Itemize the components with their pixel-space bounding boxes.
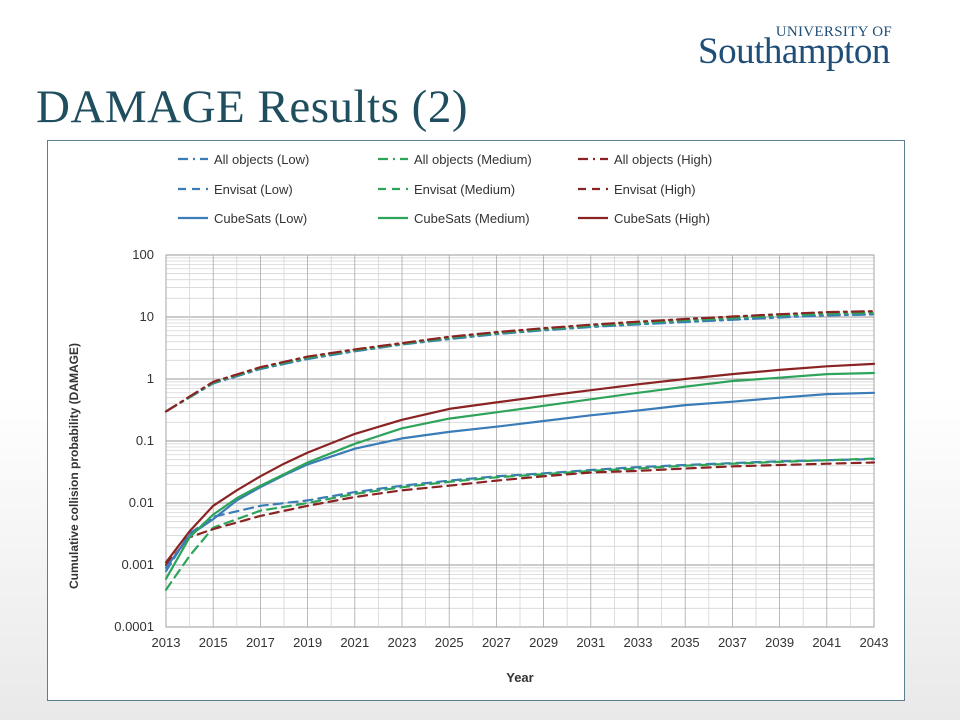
collision-probability-chart: All objects (Low) All objects (Medium) All… (67, 152, 888, 685)
series-line (164, 457, 876, 591)
x-tick-label: 2029 (529, 635, 558, 650)
x-tick-label: 2013 (152, 635, 181, 650)
series-line (164, 362, 876, 564)
x-tick-label: 2033 (624, 635, 653, 650)
x-tick-label: 2037 (718, 635, 747, 650)
x-tick-label: 2025 (435, 635, 464, 650)
x-tick-label: 2035 (671, 635, 700, 650)
series-line (164, 310, 876, 413)
legend-label: Envisat (Low) (214, 182, 293, 197)
legend-label: CubeSats (Low) (214, 211, 307, 226)
y-tick-label: 0.01 (129, 495, 154, 510)
chart-legend: All objects (Low) All objects (Medium) All… (178, 152, 712, 226)
legend-label: CubeSats (Medium) (414, 211, 530, 226)
y-tick-label: 1 (147, 371, 154, 386)
legend-label: All objects (Medium) (414, 152, 532, 167)
y-tick-label: 0.1 (136, 433, 154, 448)
y-tick-label: 0.0001 (114, 619, 154, 634)
y-axis-label: Cumulative collision probability (DAMAGE… (67, 343, 81, 589)
slide-title: DAMAGE Results (2) (36, 81, 468, 133)
x-tick-label: 2043 (860, 635, 889, 650)
series-line (164, 461, 876, 567)
x-axis-label: Year (506, 670, 533, 685)
x-tick-label: 2015 (199, 635, 228, 650)
x-tick-label: 2039 (765, 635, 794, 650)
series-line (164, 391, 876, 569)
legend-label: Envisat (High) (614, 182, 696, 197)
chart-grid (165, 254, 875, 628)
chart-series (164, 310, 876, 591)
chart-frame: All objects (Low) All objects (Medium) All… (47, 140, 905, 701)
y-tick-label: 10 (140, 309, 154, 324)
logo-southampton: Southampton (698, 31, 890, 72)
legend-label: All objects (High) (614, 152, 712, 167)
x-tick-label: 2023 (388, 635, 417, 650)
x-tick-label: 2017 (246, 635, 275, 650)
x-tick-label: 2041 (812, 635, 841, 650)
y-tick-label: 100 (132, 247, 154, 262)
legend-label: CubeSats (High) (614, 211, 710, 226)
x-tick-label: 2027 (482, 635, 511, 650)
legend-label: All objects (Low) (214, 152, 309, 167)
x-tick-label: 2019 (293, 635, 322, 650)
logo-university-of: UNIVERSITY OF (775, 24, 892, 40)
x-tick-label: 2021 (340, 635, 369, 650)
x-tick-label: 2031 (576, 635, 605, 650)
y-tick-label: 0.001 (121, 557, 154, 572)
series-line (164, 371, 876, 580)
legend-label: Envisat (Medium) (414, 182, 515, 197)
university-logo: UNIVERSITY OF Southampton (698, 20, 928, 80)
